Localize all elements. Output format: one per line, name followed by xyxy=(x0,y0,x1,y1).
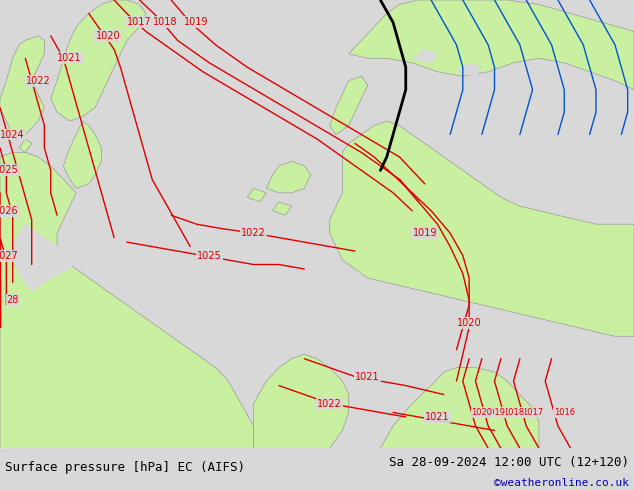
Polygon shape xyxy=(330,121,634,336)
Polygon shape xyxy=(412,49,437,63)
Polygon shape xyxy=(330,76,368,135)
Text: 1025: 1025 xyxy=(0,165,19,175)
Polygon shape xyxy=(51,0,146,121)
Polygon shape xyxy=(456,63,482,76)
Polygon shape xyxy=(266,161,311,193)
Text: 1024: 1024 xyxy=(1,129,25,140)
Text: 1020: 1020 xyxy=(96,31,120,41)
Text: Surface pressure [hPa] EC (AIFS): Surface pressure [hPa] EC (AIFS) xyxy=(5,461,245,474)
Text: 1025: 1025 xyxy=(197,250,222,261)
Text: 1020: 1020 xyxy=(471,408,493,417)
Polygon shape xyxy=(247,188,266,202)
Text: 1022: 1022 xyxy=(317,398,342,409)
Text: 1027: 1027 xyxy=(0,250,19,261)
Text: 1021: 1021 xyxy=(58,53,82,63)
Text: 1022: 1022 xyxy=(25,75,51,86)
Text: 1019: 1019 xyxy=(413,228,437,238)
Polygon shape xyxy=(380,368,539,448)
Text: 1018: 1018 xyxy=(153,18,177,27)
Text: 1020: 1020 xyxy=(457,318,481,328)
Polygon shape xyxy=(0,36,44,135)
Polygon shape xyxy=(19,139,32,152)
Text: 1016: 1016 xyxy=(553,408,575,417)
Polygon shape xyxy=(273,202,292,215)
Text: Sa 28-09-2024 12:00 UTC (12+120): Sa 28-09-2024 12:00 UTC (12+120) xyxy=(389,456,629,469)
Text: 28: 28 xyxy=(6,295,19,305)
Text: 1026: 1026 xyxy=(0,206,18,216)
Polygon shape xyxy=(254,354,349,448)
Text: 1017: 1017 xyxy=(522,408,543,417)
Text: 1021: 1021 xyxy=(425,412,450,422)
Text: 1021: 1021 xyxy=(356,371,380,382)
Text: 1019: 1019 xyxy=(184,18,209,27)
Polygon shape xyxy=(0,152,254,448)
Polygon shape xyxy=(63,121,101,188)
Text: 1022: 1022 xyxy=(241,228,266,238)
Text: 1017: 1017 xyxy=(127,18,152,27)
Polygon shape xyxy=(349,0,634,90)
Text: ©weatheronline.co.uk: ©weatheronline.co.uk xyxy=(494,477,629,488)
Text: 1018: 1018 xyxy=(503,408,524,417)
Text: 1019: 1019 xyxy=(484,408,505,417)
Polygon shape xyxy=(13,224,76,292)
